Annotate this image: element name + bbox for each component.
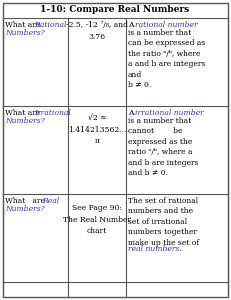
Text: √2 ≈
1.414213562...
π: √2 ≈ 1.414213562... π bbox=[68, 114, 126, 145]
Text: irrational number: irrational number bbox=[135, 109, 204, 117]
Text: Irrational: Irrational bbox=[34, 109, 71, 117]
Text: is a number that
cannot        be
expressed as the
ratio ᵃ/ᵇ, where a
and b are : is a number that cannot be expressed as … bbox=[128, 117, 198, 177]
Text: See Page 90:
The Real Number
chart: See Page 90: The Real Number chart bbox=[63, 204, 131, 235]
Text: What   are: What are bbox=[5, 197, 52, 205]
Text: -2.5, -12 ⁷/₈, and
3.76: -2.5, -12 ⁷/₈, and 3.76 bbox=[66, 21, 128, 40]
Text: Rational: Rational bbox=[34, 21, 67, 29]
Text: Numbers?: Numbers? bbox=[5, 205, 45, 213]
Text: What are: What are bbox=[5, 109, 43, 117]
Text: A: A bbox=[128, 21, 136, 29]
Text: Numbers?: Numbers? bbox=[5, 117, 45, 125]
Text: rational number: rational number bbox=[135, 21, 198, 29]
Text: A: A bbox=[128, 109, 136, 117]
Text: real numbers.: real numbers. bbox=[128, 245, 182, 253]
Text: 1-10: Compare Real Numbers: 1-10: Compare Real Numbers bbox=[40, 4, 190, 14]
Text: is a number that
can be expressed as
the ratio ᵃ/ᵇ, where
a and b are integers
a: is a number that can be expressed as the… bbox=[128, 29, 205, 89]
Text: What are: What are bbox=[5, 21, 43, 29]
Text: Numbers?: Numbers? bbox=[5, 29, 45, 37]
Text: Real: Real bbox=[42, 197, 59, 205]
FancyBboxPatch shape bbox=[3, 3, 228, 297]
Text: The set of rational
numbers and the
set of irrational
numbers together
make up t: The set of rational numbers and the set … bbox=[128, 197, 199, 247]
